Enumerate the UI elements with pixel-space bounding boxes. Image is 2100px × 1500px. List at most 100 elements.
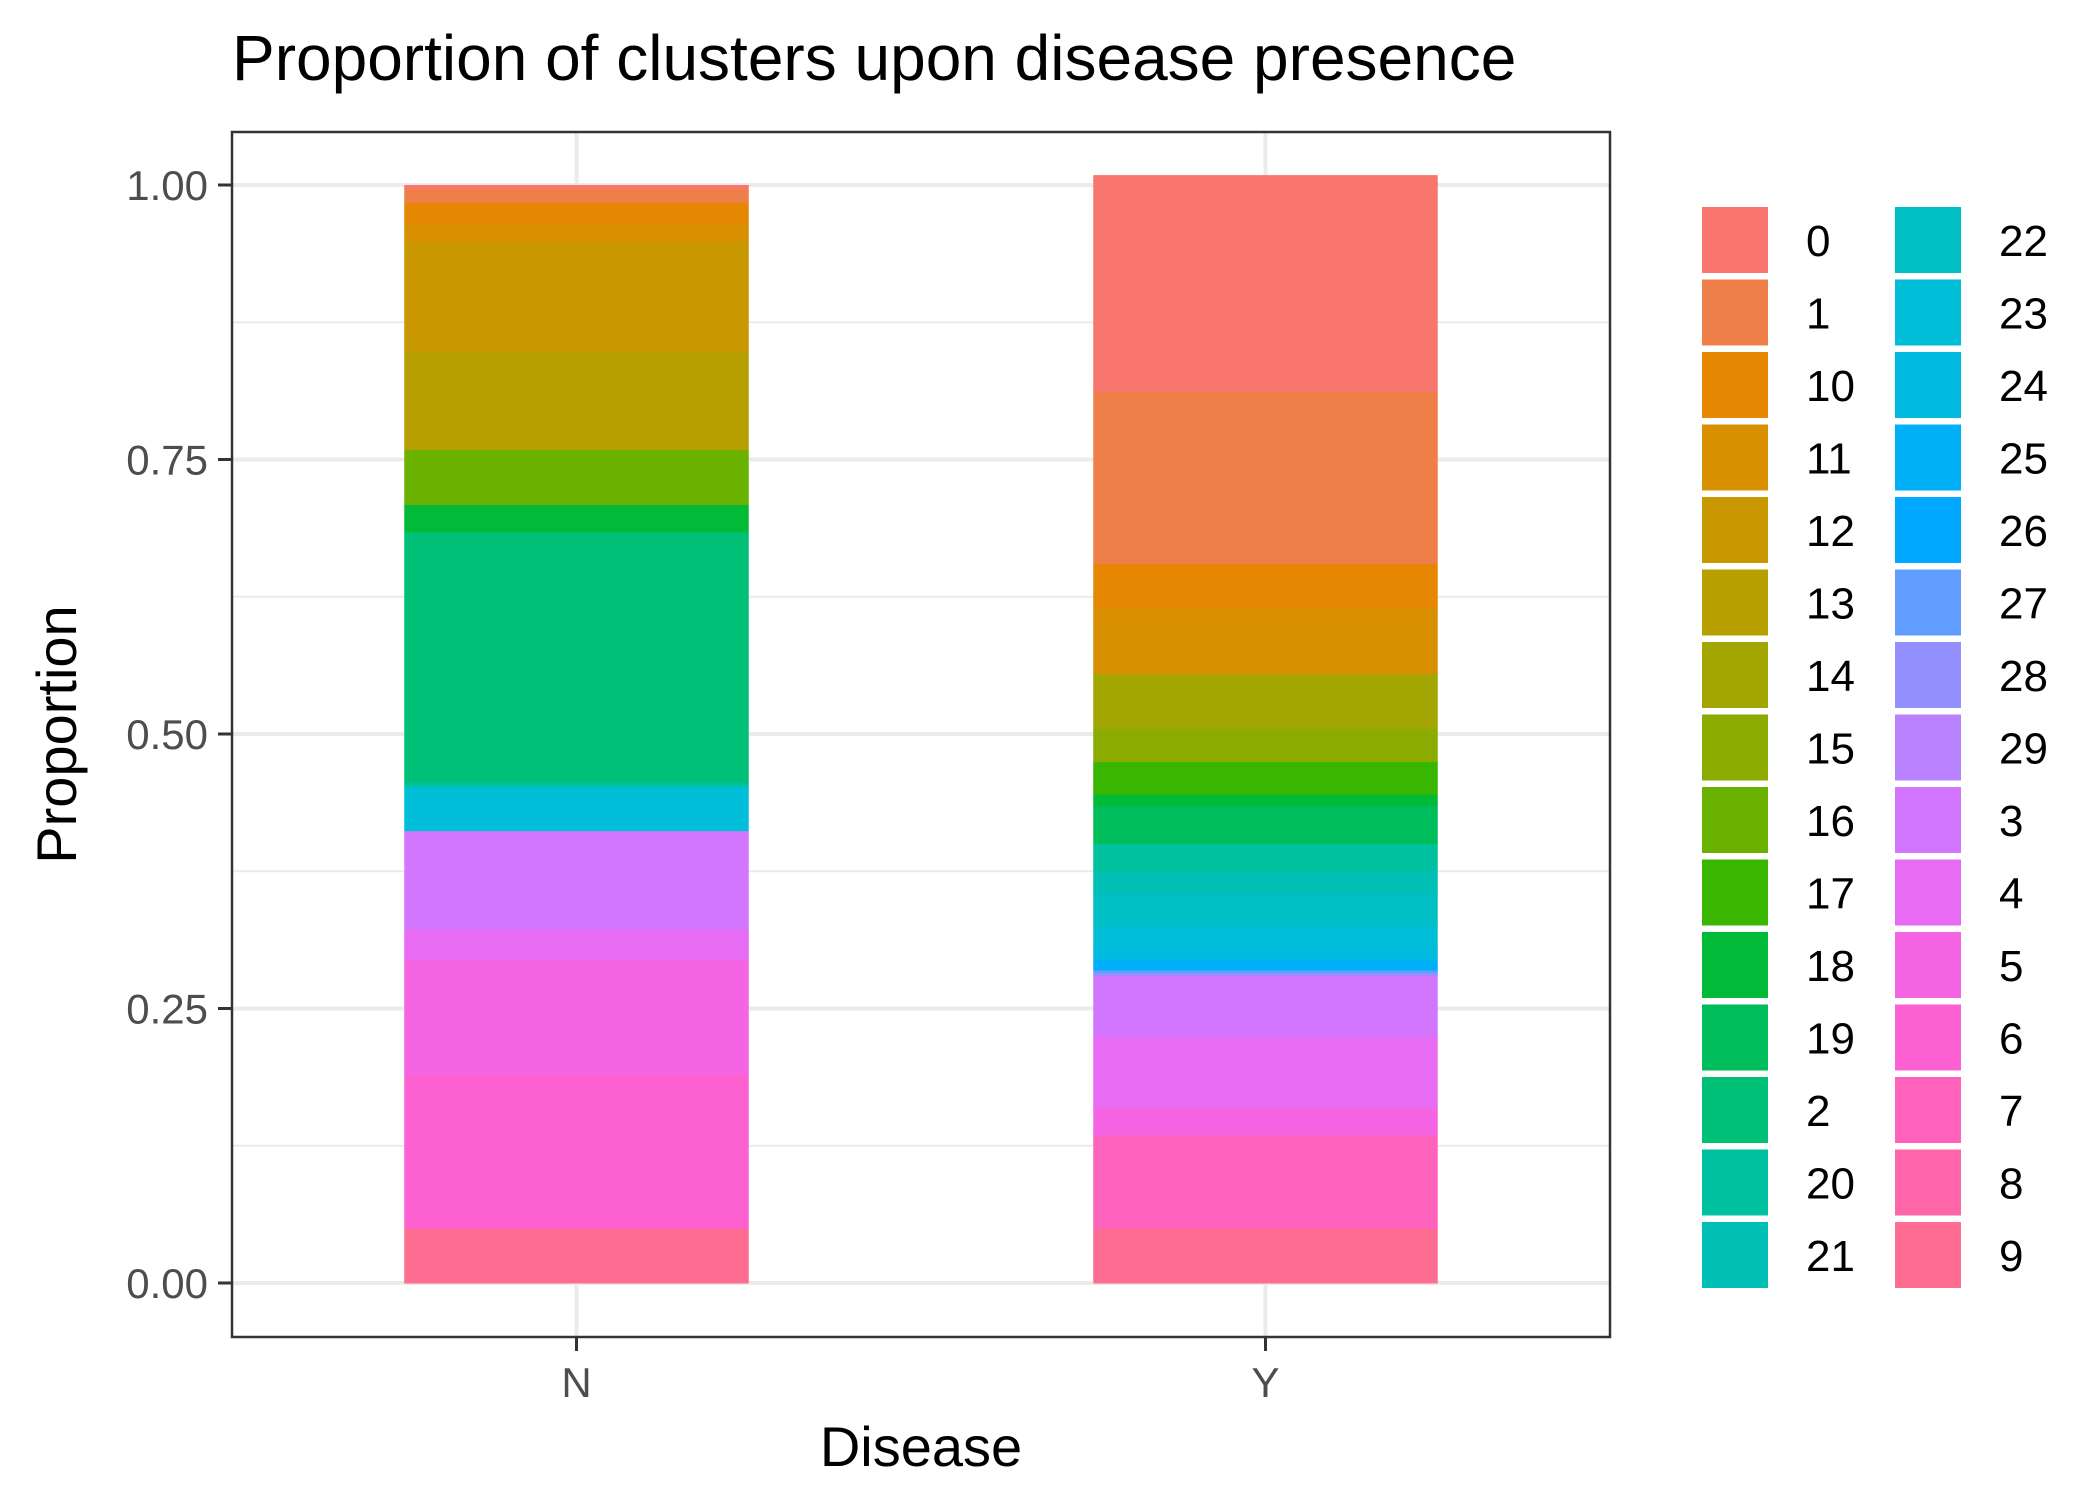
legend-label-24: 24 [1999, 362, 2048, 411]
bar-segment-Y-5 [1093, 1107, 1438, 1136]
bar-segment-Y-25 [1093, 959, 1438, 971]
bar-segment-Y-22 [1093, 893, 1438, 927]
legend-label-19: 19 [1806, 1015, 1855, 1064]
legend-key-20 [1702, 1149, 1768, 1216]
bar-segment-N-16 [404, 449, 749, 506]
y-tick-label: 0.25 [126, 986, 208, 1033]
bar-segment-N-12 [404, 240, 749, 352]
legend-key-12 [1702, 497, 1768, 563]
bar-segment-Y-15 [1093, 728, 1438, 762]
bar-segment-Y-18 [1093, 794, 1438, 806]
legend-label-9: 9 [1999, 1232, 2023, 1281]
legend-key-2 [1702, 1077, 1768, 1143]
bar-segment-Y-27 [1093, 970, 1438, 973]
y-tick-label: 0.75 [126, 437, 208, 484]
legend-label-11: 11 [1806, 435, 1852, 484]
y-tick-label: 0.50 [126, 711, 208, 758]
legend-label-21: 21 [1806, 1232, 1855, 1281]
bar-segment-Y-10 [1093, 563, 1438, 609]
x-tick-label: N [561, 1359, 591, 1406]
bar-segment-Y-11 [1093, 607, 1438, 675]
bars-layer [404, 175, 1438, 1284]
bar-segment-Y-21 [1093, 871, 1438, 894]
legend-key-4 [1895, 859, 1961, 926]
legend-key-14 [1702, 642, 1768, 708]
legend-key-24 [1895, 352, 1961, 418]
legend-label-27: 27 [1999, 580, 2048, 629]
legend-key-6 [1895, 1004, 1961, 1071]
bar-segment-N-5 [404, 959, 749, 1075]
bar-segment-Y-14 [1093, 673, 1438, 730]
legend-label-6: 6 [1999, 1015, 2023, 1064]
legend-key-9 [1895, 1222, 1961, 1288]
legend-label-1: 1 [1806, 290, 1830, 339]
legend-label-25: 25 [1999, 435, 2048, 484]
y-tick-label: 1.00 [126, 162, 208, 209]
chart-title: Proportion of clusters upon disease pres… [232, 22, 1516, 94]
legend-label-26: 26 [1999, 507, 2048, 556]
legend-key-27 [1895, 569, 1961, 636]
bar-segment-Y-7 [1093, 1134, 1438, 1229]
bar-segment-N-23 [404, 786, 749, 832]
legend-key-8 [1895, 1149, 1961, 1216]
legend-key-29 [1895, 714, 1961, 781]
legend-label-3: 3 [1999, 797, 2023, 846]
legend-key-17 [1702, 859, 1768, 926]
legend-label-10: 10 [1806, 362, 1855, 411]
axes-layer: 0.00 0.25 0.50 0.75 1.00 N Y [126, 162, 1279, 1406]
legend-key-1 [1702, 279, 1768, 346]
bar-segment-Y-20 [1093, 843, 1438, 872]
legend-key-11 [1702, 424, 1768, 491]
bar-segment-N-6 [404, 1074, 749, 1229]
bar-segment-N-2 [404, 531, 749, 783]
legend-label-0: 0 [1806, 217, 1830, 266]
bar-segment-Y-23 [1093, 926, 1438, 949]
legend-label-18: 18 [1806, 942, 1855, 991]
x-tick-label: Y [1251, 1359, 1279, 1406]
legend-key-19 [1702, 1004, 1768, 1071]
bar-segment-N-0 [404, 185, 749, 189]
bar-segment-Y-1 [1093, 391, 1438, 565]
legend: 0 1 10 11 12 13 14 15 16 17 18 19 2 20 21 22 23 24 25 26 27 2… [1702, 207, 2048, 1288]
bar-segment-Y-4 [1093, 1035, 1438, 1108]
legend-label-7: 7 [1999, 1087, 2023, 1136]
legend-label-5: 5 [1999, 942, 2023, 991]
legend-key-13 [1702, 569, 1768, 636]
legend-label-23: 23 [1999, 290, 2048, 339]
bar-segment-N-11 [404, 224, 749, 242]
legend-label-4: 4 [1999, 870, 2023, 919]
legend-key-26 [1895, 497, 1961, 563]
bar-segment-Y-9 [1093, 1228, 1438, 1284]
bar-segment-N-1 [404, 188, 749, 204]
bar-segment-N-13 [404, 350, 749, 451]
legend-key-21 [1702, 1222, 1768, 1288]
bar-segment-N-3 [404, 830, 749, 930]
legend-key-5 [1895, 932, 1961, 998]
bar-segment-Y-17 [1093, 761, 1438, 795]
bar-segment-Y-28 [1093, 972, 1438, 977]
bar-segment-N-10 [404, 202, 749, 226]
legend-label-15: 15 [1806, 725, 1855, 774]
legend-key-22 [1895, 207, 1961, 273]
legend-key-16 [1702, 787, 1768, 853]
legend-label-28: 28 [1999, 652, 2048, 701]
legend-label-20: 20 [1806, 1160, 1855, 1209]
legend-key-7 [1895, 1077, 1961, 1143]
legend-key-28 [1895, 642, 1961, 708]
legend-key-0 [1702, 207, 1768, 273]
bar-segment-Y-0 [1093, 175, 1438, 392]
bar-segment-N-4 [404, 929, 749, 960]
legend-label-17: 17 [1806, 870, 1855, 919]
legend-key-25 [1895, 424, 1961, 491]
legend-label-14: 14 [1806, 652, 1855, 701]
legend-key-15 [1702, 714, 1768, 781]
legend-key-23 [1895, 279, 1961, 346]
legend-label-29: 29 [1999, 725, 2048, 774]
x-axis-title: Disease [820, 1415, 1022, 1478]
legend-key-3 [1895, 787, 1961, 853]
bar-segment-N-9 [404, 1228, 749, 1284]
legend-label-8: 8 [1999, 1160, 2023, 1209]
bar-segment-Y-19 [1093, 805, 1438, 845]
bar-segment-N-20 [404, 782, 749, 788]
